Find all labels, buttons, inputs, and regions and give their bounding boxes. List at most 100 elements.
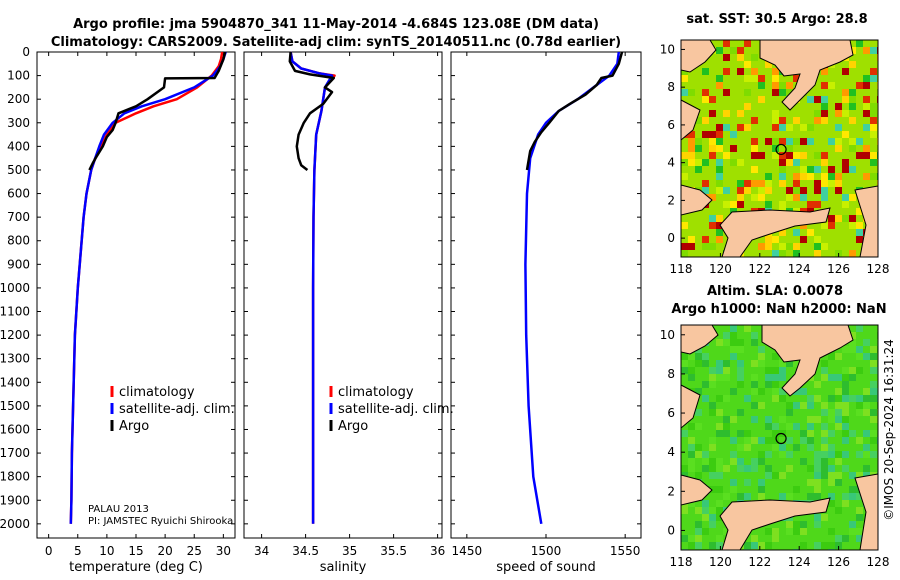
- sla-cell: [702, 514, 709, 521]
- sst-cell: [751, 68, 758, 75]
- sst-cell: [765, 180, 772, 187]
- sst-cell: [814, 110, 821, 117]
- depth-tick-label: 1200: [0, 328, 30, 342]
- sla-land-mindanao: [761, 325, 854, 397]
- temperature-xtick-label: 30: [216, 544, 231, 558]
- sst-cell: [863, 96, 870, 103]
- sla-cell: [758, 458, 765, 465]
- sst-cell: [744, 103, 751, 110]
- sst-cell: [730, 47, 737, 54]
- sla-cell: [779, 416, 786, 423]
- sla-cell: [835, 507, 842, 514]
- sst-cell: [765, 236, 772, 243]
- sst-cell: [835, 110, 842, 117]
- sst-cell: [870, 173, 877, 180]
- sst-cell: [716, 47, 723, 54]
- sla-cell: [814, 395, 821, 402]
- sla-cell: [772, 528, 779, 535]
- sla-cell: [807, 395, 814, 402]
- sst-cell: [681, 243, 688, 250]
- sla-cell: [814, 451, 821, 458]
- sla-cell: [814, 486, 821, 493]
- sst-cell: [800, 173, 807, 180]
- depth-tick-label: 400: [7, 139, 30, 153]
- sst-cell: [800, 222, 807, 229]
- sst-cell: [856, 208, 863, 215]
- sla-cell: [821, 402, 828, 409]
- credit-line-2: PI: JAMSTEC Ryuichi Shirooka: [88, 516, 233, 527]
- sst-cell: [786, 138, 793, 145]
- sst-cell: [786, 194, 793, 201]
- sla-cell: [807, 430, 814, 437]
- sla-cell: [779, 360, 786, 367]
- sla-cell: [842, 346, 849, 353]
- sound-speed-xtick-label: 1450: [452, 544, 483, 558]
- sst-cell: [863, 145, 870, 152]
- sst-cell: [821, 243, 828, 250]
- sst-cell: [870, 152, 877, 159]
- sla-cell: [842, 423, 849, 430]
- sst-cell: [716, 159, 723, 166]
- sla-ytick-label: 8: [667, 367, 675, 381]
- sla-cell: [695, 472, 702, 479]
- sla-cell: [793, 360, 800, 367]
- sst-xtick-label: 118: [670, 262, 693, 276]
- depth-tick-label: 0: [22, 45, 30, 59]
- temperature-argo-line: [88, 51, 227, 171]
- sla-cell: [835, 353, 842, 360]
- sla-cell: [821, 374, 828, 381]
- sst-cell: [737, 180, 744, 187]
- sla-cell: [695, 360, 702, 367]
- sla-cell: [828, 374, 835, 381]
- sound-speed-axes: [450, 51, 642, 539]
- sla-map-land: [681, 325, 878, 550]
- sla-cell: [842, 451, 849, 458]
- sst-cell: [772, 152, 779, 159]
- sla-cell: [779, 472, 786, 479]
- depth-tick-label: 1900: [0, 493, 30, 507]
- sst-cell: [807, 201, 814, 208]
- sla-cell: [772, 437, 779, 444]
- sla-cell: [709, 514, 716, 521]
- sla-cell: [828, 465, 835, 472]
- sla-cell: [737, 339, 744, 346]
- sla-cell: [779, 444, 786, 451]
- sla-cell: [828, 353, 835, 360]
- sst-cell: [779, 173, 786, 180]
- sla-cell: [814, 493, 821, 500]
- sla-cell: [709, 367, 716, 374]
- sst-ytick-label: 0: [667, 231, 675, 245]
- sla-cell: [814, 479, 821, 486]
- sst-cell: [751, 54, 758, 61]
- sst-cell: [751, 180, 758, 187]
- sla-cell: [779, 367, 786, 374]
- sst-xtick-label: 122: [748, 262, 771, 276]
- depth-tick-label: 1100: [0, 305, 30, 319]
- sla-cell: [800, 402, 807, 409]
- sla-cell: [786, 437, 793, 444]
- sla-cell: [849, 528, 856, 535]
- sst-cell: [814, 201, 821, 208]
- sst-cell: [842, 110, 849, 117]
- sla-cell: [758, 451, 765, 458]
- depth-tick-label: 1500: [0, 399, 30, 413]
- sla-cell: [744, 325, 751, 332]
- sla-cell: [744, 430, 751, 437]
- sst-land-halmahera: [854, 185, 878, 257]
- sla-cell: [723, 465, 730, 472]
- sst-cell: [779, 243, 786, 250]
- depth-tick-label: 200: [7, 92, 30, 106]
- sla-cell: [723, 416, 730, 423]
- sla-cell: [744, 493, 751, 500]
- sst-cell: [709, 152, 716, 159]
- sst-cell: [758, 82, 765, 89]
- sla-cell: [723, 493, 730, 500]
- sst-xtick-label: 126: [827, 262, 850, 276]
- sst-cell: [856, 138, 863, 145]
- sst-cell: [772, 124, 779, 131]
- temperature-xtick-label: 10: [99, 544, 114, 558]
- sst-cell: [842, 201, 849, 208]
- sla-cell: [716, 500, 723, 507]
- sla-cell: [821, 423, 828, 430]
- sla-cell: [793, 521, 800, 528]
